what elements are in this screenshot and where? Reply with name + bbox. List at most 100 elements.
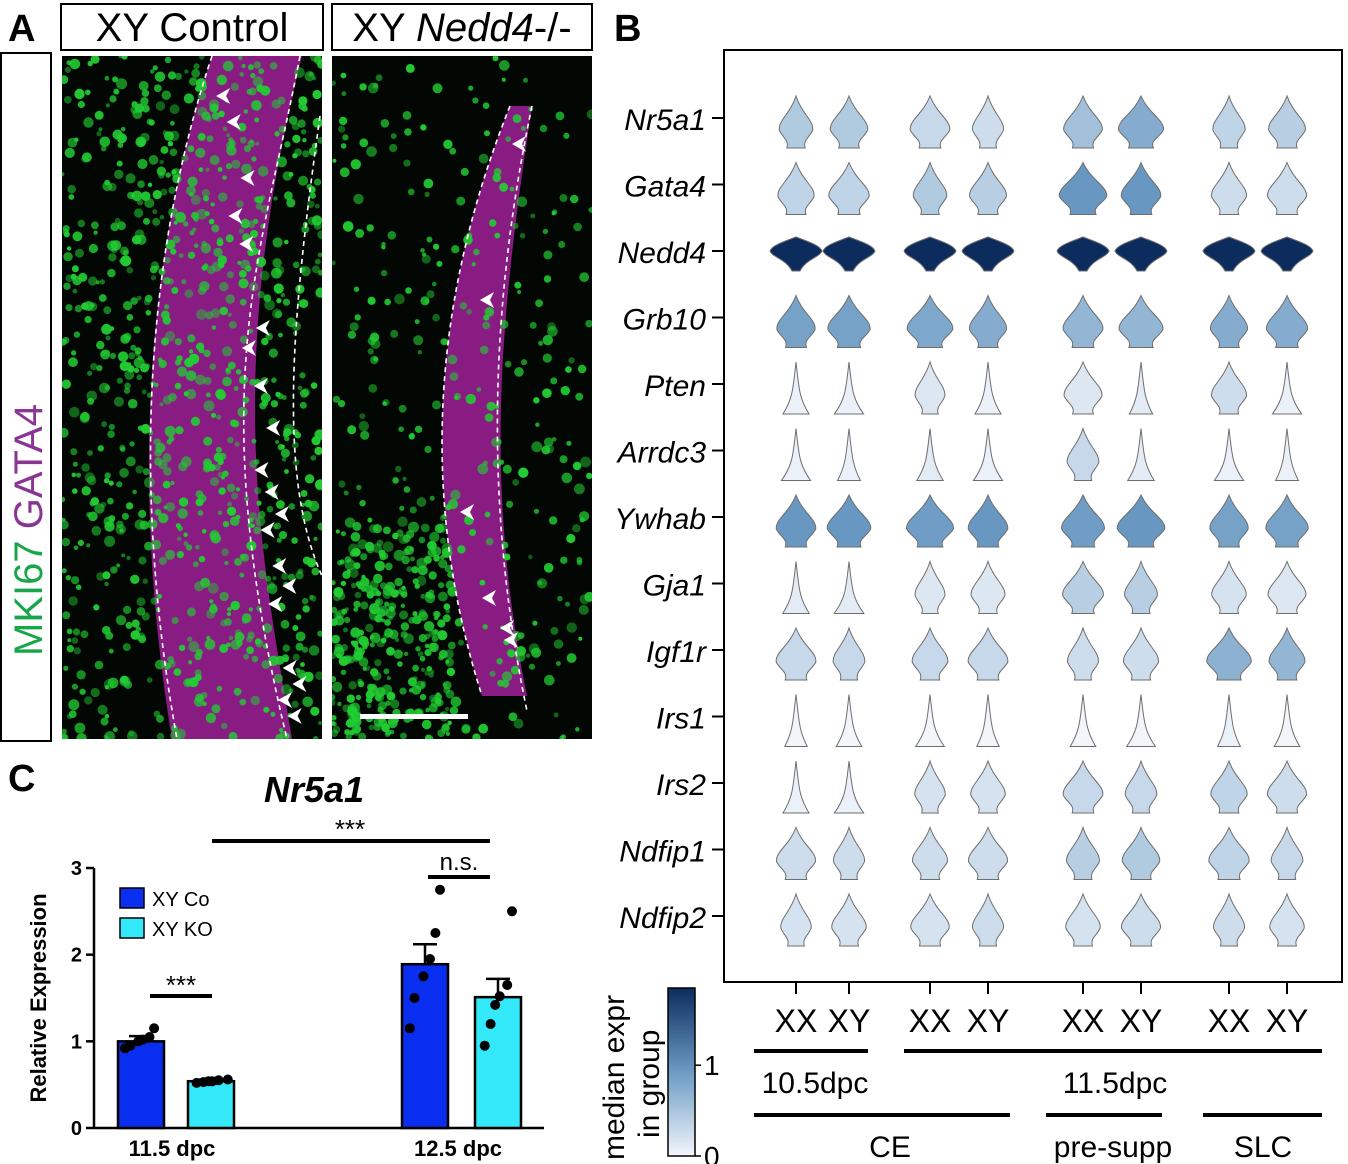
mki67-nucleus	[518, 467, 529, 478]
mki67-nucleus	[510, 665, 520, 675]
mki67-nucleus	[210, 308, 221, 318]
mki67-nucleus	[243, 496, 249, 502]
data-point	[425, 954, 435, 964]
mki67-nucleus	[383, 668, 390, 675]
violin-gata4-group-6	[1210, 160, 1248, 215]
mki67-nucleus	[144, 477, 155, 488]
violin-ndfip1-group-4	[1066, 825, 1100, 880]
mki67-nucleus	[277, 393, 284, 400]
mki67-nucleus	[433, 243, 440, 250]
mki67-nucleus	[349, 322, 359, 332]
mki67-nucleus	[237, 406, 248, 418]
mki67-nucleus	[90, 497, 99, 506]
micrograph-xy-nedd4-ko-image	[332, 56, 592, 739]
violin-nedd4-group-7	[1260, 236, 1314, 272]
violin-grb10-group-2	[906, 294, 954, 348]
mki67-nucleus	[62, 517, 66, 523]
mki67-nucleus	[84, 696, 93, 705]
mki67-nucleus	[108, 515, 116, 522]
mki67-nucleus	[445, 580, 455, 590]
mki67-nucleus	[299, 372, 306, 379]
mki67-nucleus	[119, 468, 129, 478]
mki67-nucleus	[252, 76, 264, 87]
mki67-nucleus	[272, 237, 283, 248]
mki67-nucleus	[485, 537, 494, 546]
mki67-nucleus	[432, 83, 443, 94]
mki67-nucleus	[208, 99, 220, 110]
mki67-nucleus	[340, 143, 347, 149]
mki67-nucleus	[361, 574, 366, 580]
tissue-outline-dashed	[242, 56, 301, 739]
violin-grb10-group-1	[827, 294, 871, 348]
mki67-nucleus	[461, 723, 471, 733]
mki67-nucleus	[344, 616, 351, 624]
mki67-nucleus	[181, 279, 187, 285]
mki67-nucleus	[382, 590, 392, 599]
mki67-nucleus	[484, 511, 491, 518]
mki67-nucleus	[116, 563, 121, 568]
mki67-nucleus	[333, 593, 341, 602]
mki67-nucleus	[71, 683, 78, 690]
mki67-nucleus	[88, 302, 98, 312]
mki67-nucleus	[533, 508, 540, 514]
mki67-nucleus	[317, 522, 322, 531]
mki67-nucleus	[240, 553, 249, 562]
data-point	[479, 1040, 490, 1051]
mki67-nucleus	[257, 570, 267, 579]
mki67-nucleus	[586, 472, 592, 480]
tissue-outline-dashed	[496, 105, 533, 712]
mki67-nucleus	[335, 529, 340, 534]
colorbar-title-line2: in group	[633, 1030, 666, 1138]
mki67-nucleus	[426, 290, 435, 299]
mki67-nucleus	[70, 448, 78, 456]
group-label-5: XY	[1120, 1003, 1163, 1039]
mki67-nucleus	[175, 212, 186, 223]
mki67-nucleus	[116, 520, 124, 529]
violin-ywhab-group-3	[967, 493, 1009, 548]
mki67-nucleus	[478, 153, 489, 164]
mki67-nucleus	[574, 463, 581, 469]
mki67-nucleus	[428, 589, 435, 596]
mki67-nucleus	[271, 377, 277, 384]
mki67-nucleus	[119, 361, 130, 372]
mki67-nucleus	[253, 526, 262, 535]
mki67-nucleus	[553, 712, 559, 718]
arrowhead-marker	[287, 708, 302, 724]
mki67-nucleus	[203, 400, 215, 412]
violin-nedd4-group-0	[769, 236, 823, 272]
mki67-nucleus	[250, 72, 256, 79]
mki67-nucleus	[167, 71, 177, 80]
mki67-nucleus	[392, 477, 399, 484]
mki67-nucleus	[71, 576, 80, 585]
mki67-nucleus	[65, 575, 71, 581]
mki67-nucleus	[73, 545, 79, 551]
mki67-nucleus	[250, 242, 256, 247]
mki67-nucleus	[226, 642, 231, 648]
mki67-nucleus	[70, 350, 77, 356]
mki67-nucleus	[62, 734, 68, 739]
mki67-nucleus	[412, 664, 419, 672]
mki67-nucleus	[276, 156, 287, 168]
mki67-nucleus	[174, 382, 182, 390]
mki67-nucleus	[91, 526, 102, 536]
violin-row-ndfip2: Ndfip2	[619, 892, 1305, 947]
mki67-nucleus	[136, 295, 142, 301]
mki67-nucleus	[153, 382, 159, 388]
mki67-nucleus	[403, 159, 411, 167]
mki67-nucleus	[566, 622, 577, 633]
mki67-nucleus	[381, 723, 390, 733]
mki67-nucleus	[578, 636, 583, 641]
mki67-nucleus	[424, 445, 432, 453]
mki67-nucleus	[421, 667, 425, 672]
mki67-nucleus	[125, 456, 136, 467]
mki67-nucleus	[496, 658, 503, 665]
mki67-nucleus	[64, 147, 75, 158]
mki67-nucleus	[405, 287, 412, 294]
mki67-nucleus	[360, 601, 369, 610]
mki67-nucleus	[519, 233, 526, 239]
mki67-nucleus	[387, 718, 398, 729]
mki67-nucleus	[255, 203, 263, 210]
mki67-nucleus	[414, 583, 420, 589]
violin-ywhab-group-5	[1116, 493, 1166, 548]
mki67-nucleus	[116, 78, 128, 90]
